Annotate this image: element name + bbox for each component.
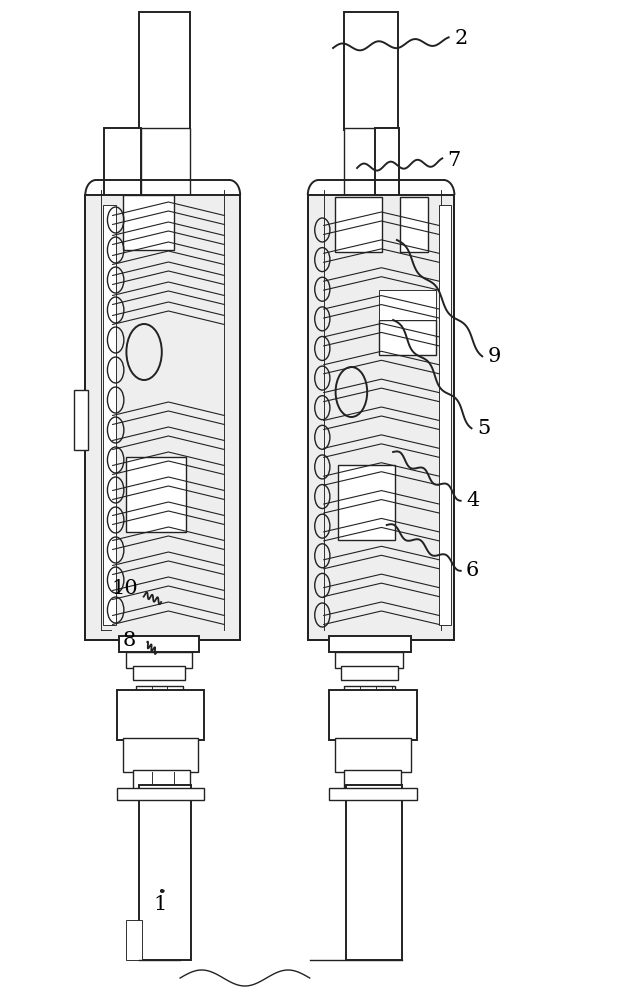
Bar — [126, 920, 142, 960]
Bar — [368, 836, 388, 852]
Text: 8: 8 — [123, 631, 135, 650]
Bar — [344, 12, 398, 130]
Bar — [117, 690, 204, 740]
Bar — [133, 666, 185, 680]
Bar — [344, 128, 398, 200]
Text: 2: 2 — [455, 28, 468, 47]
Bar — [344, 770, 401, 790]
Text: 1: 1 — [154, 896, 167, 914]
Text: 9: 9 — [487, 347, 501, 365]
Bar — [363, 813, 392, 837]
Bar — [123, 195, 174, 250]
Bar — [126, 652, 192, 668]
Bar — [103, 205, 116, 625]
Text: 7: 7 — [447, 150, 460, 169]
Text: 6: 6 — [466, 560, 479, 580]
Bar — [126, 457, 186, 532]
Bar — [439, 205, 451, 625]
Bar — [139, 785, 191, 960]
Bar — [119, 636, 199, 652]
Bar — [341, 666, 398, 680]
Bar — [133, 770, 190, 790]
Bar — [375, 128, 399, 200]
Text: 4: 4 — [466, 490, 479, 510]
Bar — [379, 320, 436, 355]
Bar — [329, 788, 417, 800]
Bar — [141, 128, 190, 200]
Bar — [338, 465, 395, 540]
Bar — [346, 785, 402, 960]
Bar — [335, 652, 403, 668]
Bar — [74, 390, 88, 450]
Bar — [335, 197, 382, 252]
Text: 10: 10 — [112, 578, 138, 597]
Bar — [329, 690, 417, 740]
Bar — [308, 195, 454, 640]
Bar — [335, 738, 411, 772]
Bar — [400, 197, 428, 252]
Bar — [85, 195, 240, 640]
Bar — [123, 738, 198, 772]
Bar — [329, 636, 411, 652]
Bar — [379, 290, 436, 320]
Text: 5: 5 — [477, 418, 490, 438]
Bar — [344, 686, 395, 692]
Bar — [357, 788, 398, 815]
Bar — [104, 128, 141, 200]
Bar — [117, 788, 204, 800]
Bar — [136, 686, 183, 692]
Bar — [139, 12, 190, 130]
